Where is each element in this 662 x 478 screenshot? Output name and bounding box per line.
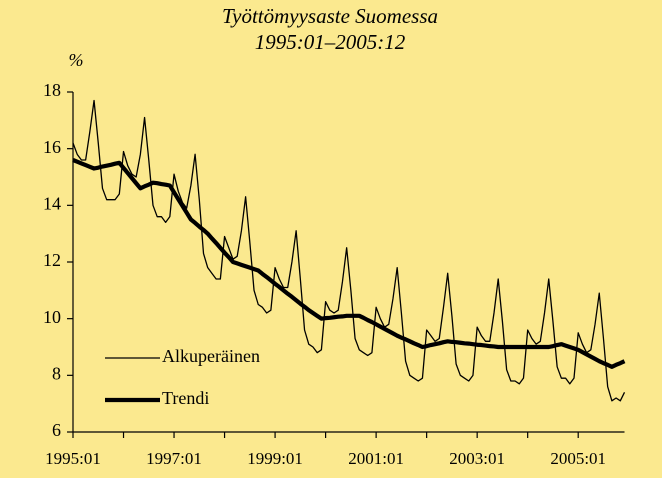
y-tick-label: 16 — [43, 137, 61, 157]
chart-title: Työttömyysaste Suomessa — [222, 4, 438, 28]
y-tick-label: 6 — [52, 420, 61, 440]
legend-label: Trendi — [162, 388, 209, 408]
legend-label: Alkuperäinen — [162, 346, 260, 366]
x-tick-label: 2003:01 — [449, 449, 505, 468]
x-tick-label: 2005:01 — [550, 449, 606, 468]
y-tick-label: 12 — [43, 250, 61, 270]
x-tick-label: 2001:01 — [348, 449, 404, 468]
chart-subtitle: 1995:01–2005:12 — [255, 30, 406, 54]
y-axis-label: % — [69, 50, 84, 70]
y-tick-label: 18 — [43, 80, 61, 100]
y-tick-label: 10 — [43, 307, 61, 327]
series-line — [72, 158, 626, 369]
y-tick-label: 14 — [43, 193, 61, 213]
x-tick-label: 1999:01 — [247, 449, 303, 468]
series-line — [72, 99, 626, 402]
x-tick-label: 1995:01 — [45, 449, 101, 468]
x-tick-label: 1997:01 — [146, 449, 202, 468]
y-tick-label: 8 — [52, 363, 61, 383]
